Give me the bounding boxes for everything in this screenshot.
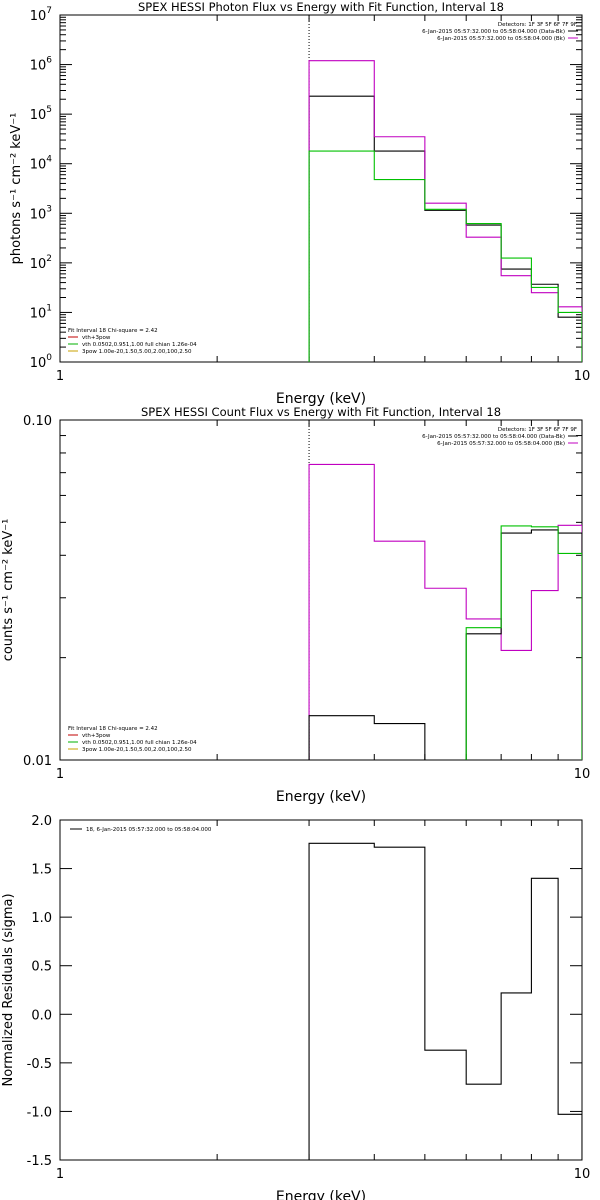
x-tick-label: 10 xyxy=(574,369,591,384)
x-tick-label: 10 xyxy=(574,1167,591,1182)
chart-title: SPEX HESSI Photon Flux vs Energy with Fi… xyxy=(138,0,504,14)
chart-title: SPEX HESSI Count Flux vs Energy with Fit… xyxy=(141,405,501,419)
x-tick-label: 1 xyxy=(56,369,64,384)
series-2-histogram xyxy=(308,60,582,362)
x-axis-label: Energy (keV) xyxy=(276,789,366,805)
y-tick-label: 2.0 xyxy=(31,814,52,829)
legend-text: 6-Jan-2015 05:57:32.000 to 05:58:04.000 … xyxy=(437,441,565,447)
y-tick-label: 0.5 xyxy=(31,960,52,975)
legend-text: 6-Jan-2015 05:57:32.000 to 05:58:04.000 … xyxy=(422,29,565,35)
y-tick-exponent: 3 xyxy=(46,204,52,214)
y-tick-exponent: 2 xyxy=(46,254,52,264)
series-2-histogram xyxy=(308,529,582,760)
y-tick-base: 10 xyxy=(30,356,47,371)
y-tick-base: 10 xyxy=(30,59,47,74)
y-tick-label: -1.5 xyxy=(27,1154,52,1169)
legend-text: 18, 6-Jan-2015 05:57:32.000 to 05:58:04.… xyxy=(86,827,212,833)
y-tick-exponent: 7 xyxy=(46,6,52,16)
plot-frame xyxy=(59,819,583,1161)
fit-legend-text: vth 0.0502,0.951,1.00 full chian 1.26e-0… xyxy=(82,740,197,746)
legend-text: Detectors: 1F 3F 5F 6F 7F 9F xyxy=(498,427,577,433)
legend-text: 6-Jan-2015 05:57:32.000 to 05:58:04.000 … xyxy=(422,434,565,440)
y-tick-base: 10 xyxy=(30,158,47,173)
series-1-histogram xyxy=(308,842,582,1160)
plot-frame xyxy=(59,419,583,761)
y-tick-exponent: 6 xyxy=(46,56,52,66)
y-tick-label: 1.5 xyxy=(31,863,52,878)
y-tick-exponent: 0 xyxy=(46,353,52,363)
fit-legend-text: 3pow 1.00e-20,1.50,5.00,2.00,100,2.50 xyxy=(82,747,192,753)
x-tick-label: 1 xyxy=(56,767,64,782)
y-tick-label: 103 xyxy=(30,204,52,222)
y-axis-label: counts s⁻¹ cm⁻² keV⁻¹ xyxy=(1,519,16,662)
y-tick-label: 106 xyxy=(30,56,53,74)
legend-text: 6-Jan-2015 05:57:32.000 to 05:58:04.000 … xyxy=(437,36,565,42)
fit-legend-header: Fit Interval 18 Chi-square = 2.42 xyxy=(68,726,158,732)
y-tick-exponent: 5 xyxy=(46,105,52,115)
series-3-histogram xyxy=(308,525,582,760)
chart-panel-3: 1 10 Energy (keV) 2.0 1.5 1.0 0.5 0.0 -0.5 -1.0 -1… xyxy=(1,814,590,1200)
y-tick-label: 0.01 xyxy=(23,754,52,769)
y-tick-label: 102 xyxy=(30,254,52,272)
fit-legend-text: 3pow 1.00e-20,1.50,5.00,2.00,100,2.50 xyxy=(82,349,192,355)
legend-text: Detectors: 1F 3F 5F 6F 7F 9F xyxy=(498,22,577,28)
y-tick-label: 104 xyxy=(30,155,53,173)
chart-panel-1: SPEX HESSI Photon Flux vs Energy with Fi… xyxy=(9,0,590,407)
plot-frame xyxy=(59,14,583,363)
y-tick-base: 10 xyxy=(30,108,47,123)
y-tick-label: 101 xyxy=(30,303,52,321)
y-tick-label: 0.0 xyxy=(31,1008,52,1023)
y-tick-exponent: 4 xyxy=(46,155,52,165)
y-tick-label: 0.10 xyxy=(23,414,52,429)
y-tick-label: -1.0 xyxy=(27,1105,52,1120)
y-tick-exponent: 1 xyxy=(46,303,52,313)
chart-panel-2: SPEX HESSI Count Flux vs Energy with Fit… xyxy=(1,405,590,805)
fit-legend-text: vth 0.0502,0.951,1.00 full chian 1.26e-0… xyxy=(82,342,197,348)
y-tick-label: 100 xyxy=(30,353,53,371)
x-axis-label: Energy (keV) xyxy=(276,1189,366,1200)
y-tick-label: -0.5 xyxy=(27,1057,52,1072)
y-axis-label: Normalized Residuals (sigma) xyxy=(1,893,16,1086)
series-1-histogram xyxy=(308,95,582,362)
y-tick-base: 10 xyxy=(30,306,47,321)
x-tick-label: 1 xyxy=(56,1167,64,1182)
y-tick-base: 10 xyxy=(30,9,47,24)
y-axis-label: photons s⁻¹ cm⁻² keV⁻¹ xyxy=(9,113,24,265)
fit-legend-text: vth+3pow xyxy=(82,733,111,739)
y-tick-label: 1.0 xyxy=(31,911,52,926)
series-3-histogram xyxy=(308,150,582,362)
fit-legend-text: vth+3pow xyxy=(82,335,111,341)
x-axis-label: Energy (keV) xyxy=(276,391,366,407)
y-tick-label: 105 xyxy=(30,105,52,123)
x-tick-label: 10 xyxy=(574,767,591,782)
series-1-histogram xyxy=(308,463,582,760)
y-tick-base: 10 xyxy=(30,207,47,222)
y-tick-base: 10 xyxy=(30,257,47,272)
y-tick-label: 107 xyxy=(30,6,52,24)
fit-legend-header: Fit Interval 18 Chi-square = 2.42 xyxy=(68,328,158,334)
